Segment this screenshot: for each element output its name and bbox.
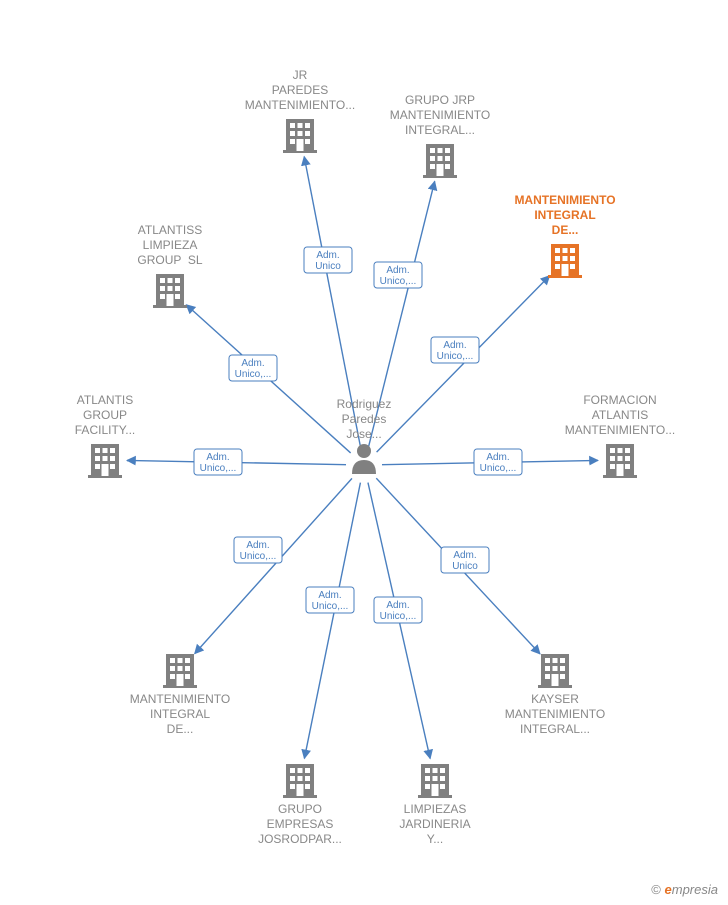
svg-text:Unico,...: Unico,... — [437, 351, 474, 362]
svg-text:Unico,...: Unico,... — [380, 611, 417, 622]
svg-text:Adm.: Adm. — [316, 250, 339, 261]
company-node[interactable]: ATLANTIS GROUP FACILITY... — [25, 393, 185, 478]
company-label: ATLANTIS GROUP FACILITY... — [25, 393, 185, 438]
svg-text:Adm.: Adm. — [443, 340, 466, 351]
building-icon — [283, 762, 317, 798]
svg-text:Unico,...: Unico,... — [312, 601, 349, 612]
company-node[interactable]: MANTENIMIENTO INTEGRAL DE... — [100, 652, 260, 737]
brand-first-letter: e — [665, 882, 672, 897]
building-icon — [88, 442, 122, 478]
center-person-node[interactable]: Rodriguez Paredes Jose... — [304, 397, 424, 474]
company-node[interactable]: MANTENIMIENTO INTEGRAL DE... — [485, 193, 645, 278]
svg-text:Unico: Unico — [315, 261, 341, 272]
svg-text:Adm.: Adm. — [246, 540, 269, 551]
svg-text:Adm.: Adm. — [386, 265, 409, 276]
svg-text:Unico,...: Unico,... — [380, 276, 417, 287]
company-node[interactable]: KAYSER MANTENIMIENTO INTEGRAL... — [475, 652, 635, 737]
company-label: MANTENIMIENTO INTEGRAL DE... — [100, 692, 260, 737]
company-node[interactable]: GRUPO EMPRESAS JOSRODPAR... — [220, 762, 380, 847]
company-label: FORMACION ATLANTIS MANTENIMIENTO... — [540, 393, 700, 438]
company-label: GRUPO JRP MANTENIMIENTO INTEGRAL... — [360, 93, 520, 138]
company-node[interactable]: FORMACION ATLANTIS MANTENIMIENTO... — [540, 393, 700, 478]
building-icon — [283, 117, 317, 153]
copyright-symbol: © — [651, 882, 661, 897]
svg-text:Unico,...: Unico,... — [235, 369, 272, 380]
center-person-label: Rodriguez Paredes Jose... — [304, 397, 424, 442]
company-node[interactable]: ATLANTISS LIMPIEZA GROUP SL — [90, 223, 250, 308]
svg-text:Unico,...: Unico,... — [480, 463, 517, 474]
building-icon — [548, 242, 582, 278]
svg-text:Unico,...: Unico,... — [200, 463, 237, 474]
building-icon — [163, 652, 197, 688]
company-node[interactable]: JR PAREDES MANTENIMIENTO... — [220, 68, 380, 153]
building-icon — [538, 652, 572, 688]
brand-rest: mpresia — [672, 882, 718, 897]
svg-text:Adm.: Adm. — [453, 550, 476, 561]
building-icon — [418, 762, 452, 798]
diagram-stage: Adm.UnicoAdm.Unico,...Adm.Unico,...Adm.U… — [0, 0, 728, 905]
building-icon — [153, 272, 187, 308]
svg-text:Adm.: Adm. — [206, 452, 229, 463]
person-icon — [350, 442, 378, 474]
company-node[interactable]: GRUPO JRP MANTENIMIENTO INTEGRAL... — [360, 93, 520, 178]
svg-text:Adm.: Adm. — [486, 452, 509, 463]
svg-text:Unico: Unico — [452, 561, 478, 572]
svg-text:Adm.: Adm. — [318, 590, 341, 601]
building-icon — [423, 142, 457, 178]
company-label: ATLANTISS LIMPIEZA GROUP SL — [90, 223, 250, 268]
svg-text:Adm.: Adm. — [386, 600, 409, 611]
company-label: GRUPO EMPRESAS JOSRODPAR... — [220, 802, 380, 847]
company-label: KAYSER MANTENIMIENTO INTEGRAL... — [475, 692, 635, 737]
svg-text:Adm.: Adm. — [241, 358, 264, 369]
svg-text:Unico,...: Unico,... — [240, 551, 277, 562]
company-label: MANTENIMIENTO INTEGRAL DE... — [485, 193, 645, 238]
building-icon — [603, 442, 637, 478]
copyright: © empresia — [651, 882, 718, 897]
company-label: JR PAREDES MANTENIMIENTO... — [220, 68, 380, 113]
